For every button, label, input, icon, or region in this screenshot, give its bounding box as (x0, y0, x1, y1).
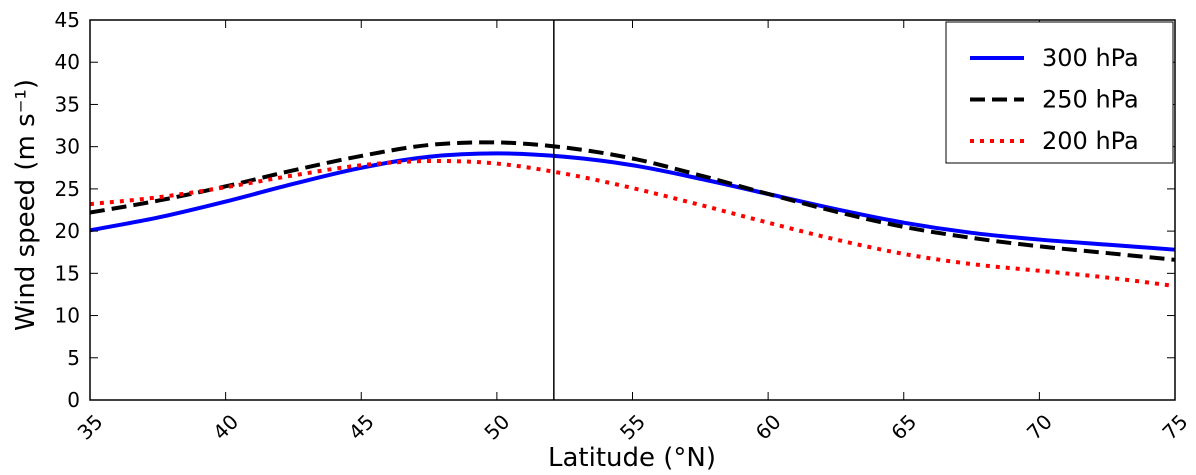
y-tick-label: 35 (55, 92, 80, 116)
series-line-250-hpa (89, 140, 1176, 262)
y-tick-label: 25 (55, 177, 80, 201)
legend-label: 250 hPa (1042, 86, 1139, 114)
legend-label: 300 hPa (1042, 44, 1139, 72)
legend-label: 200 hPa (1042, 127, 1139, 155)
y-tick-label: 20 (55, 219, 80, 243)
y-tick-label: 45 (55, 8, 80, 32)
legend-entry-200-hpa: 200 hPa (970, 127, 1139, 155)
y-tick-label: 30 (55, 135, 80, 159)
y-axis-label: Wind speed (m s⁻¹) (11, 79, 41, 331)
y-tick-label: 40 (55, 50, 80, 74)
legend-entry-300-hpa: 300 hPa (970, 44, 1139, 72)
y-tick-label: 5 (67, 346, 80, 370)
x-axis-label: Latitude (°N) (548, 443, 716, 473)
series-layer (89, 140, 1176, 288)
legend-entry-250-hpa: 250 hPa (970, 86, 1139, 114)
legend: 300 hPa 250 hPa 200 hPa (945, 21, 1174, 164)
y-tick-label: 0 (67, 388, 80, 412)
y-tick-label: 10 (55, 304, 80, 328)
series-line-300-hpa (89, 151, 1176, 252)
y-tick-label: 15 (55, 261, 80, 285)
